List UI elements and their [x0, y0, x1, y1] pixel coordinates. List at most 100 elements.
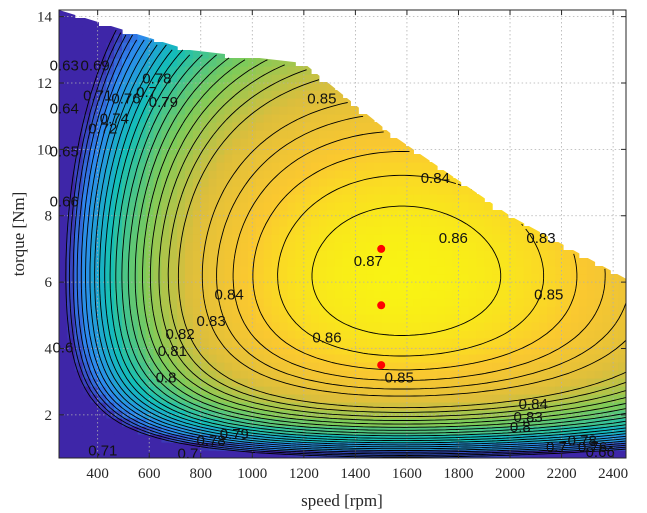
surface-cell — [334, 306, 344, 315]
surface-cell — [429, 394, 438, 403]
surface-cell — [98, 170, 107, 179]
surface-cell — [507, 426, 517, 435]
surface-cell — [452, 202, 462, 211]
surface-cell — [240, 122, 249, 131]
contour-line-0.75 — [142, 59, 626, 425]
surface-cell — [185, 298, 194, 307]
surface-cell — [303, 130, 312, 139]
surface-cell — [334, 138, 344, 147]
surface-cell — [492, 346, 501, 355]
contour-line-0.71 — [115, 54, 626, 437]
surface-cell — [318, 258, 328, 267]
surface-cell — [177, 290, 186, 299]
surface-cell — [129, 362, 139, 371]
surface-cell — [216, 202, 225, 211]
surface-cell — [169, 442, 178, 451]
surface-cell — [586, 394, 596, 403]
surface-cell — [570, 290, 580, 299]
surface-cell — [381, 322, 391, 331]
surface-cell — [200, 362, 210, 371]
surface-cell — [555, 338, 564, 347]
surface-cell — [185, 418, 194, 427]
surface-cell — [82, 378, 92, 387]
surface-cell — [366, 138, 375, 147]
surface-cell — [106, 378, 115, 387]
surface-cell — [397, 266, 407, 275]
surface-cell — [169, 122, 178, 131]
surface-cell — [303, 162, 312, 171]
surface-cell — [500, 218, 509, 227]
surface-cell — [169, 330, 178, 339]
surface-cell — [240, 194, 249, 203]
surface-cell — [169, 42, 178, 51]
surface-cell — [232, 202, 241, 211]
surface-cell — [137, 434, 147, 443]
surface-cell — [90, 122, 99, 131]
surface-cell — [358, 426, 367, 435]
surface-cell — [515, 250, 525, 259]
surface-cell — [98, 210, 107, 219]
surface-cell — [350, 218, 359, 227]
surface-cell — [287, 66, 296, 75]
surface-cell — [200, 138, 210, 147]
surface-cell — [610, 314, 619, 323]
surface-cell — [492, 386, 501, 395]
surface-cell — [98, 114, 107, 123]
surface-cell — [59, 234, 68, 243]
surface-cell — [405, 186, 414, 195]
surface-cell — [216, 98, 225, 107]
surface-cell — [421, 186, 430, 195]
surface-cell — [350, 242, 359, 251]
surface-cell — [389, 338, 399, 347]
surface-cell — [114, 234, 123, 243]
surface-cell — [476, 234, 485, 243]
surface-cell — [161, 386, 170, 395]
surface-cell — [161, 418, 170, 427]
surface-cell — [295, 298, 304, 307]
surface-cell — [326, 178, 336, 187]
surface-cell — [232, 338, 241, 347]
surface-cell — [429, 258, 438, 267]
surface-cell — [255, 210, 265, 219]
surface-cell — [129, 346, 139, 355]
surface-cell — [169, 322, 178, 331]
surface-cell — [271, 194, 281, 203]
surface-cell — [232, 282, 241, 291]
surface-cell — [59, 250, 68, 259]
surface-cell — [232, 234, 241, 243]
surface-cell — [122, 426, 131, 435]
surface-cell — [90, 322, 99, 331]
surface-cell — [311, 338, 320, 347]
surface-cell — [594, 354, 603, 363]
contour-label: 0.8 — [156, 369, 177, 386]
surface-cell — [421, 202, 430, 211]
surface-cell — [460, 410, 470, 419]
surface-cell — [452, 378, 462, 387]
surface-cell — [59, 258, 68, 267]
surface-cell — [413, 218, 422, 227]
surface-cell — [523, 274, 533, 283]
surface-cell — [413, 274, 422, 283]
surface-cell — [381, 250, 391, 259]
surface-cell — [66, 266, 76, 275]
surface-cell — [255, 226, 265, 235]
surface-cell — [145, 50, 155, 59]
surface-cell — [263, 90, 273, 99]
surface-cell — [374, 418, 383, 427]
surface-cell — [240, 426, 249, 435]
surface-cell — [460, 370, 470, 379]
surface-cell — [311, 442, 320, 451]
surface-cell — [311, 194, 320, 203]
surface-cell — [429, 234, 438, 243]
y-tick-label: 12 — [37, 76, 52, 92]
surface-cell — [185, 290, 194, 299]
surface-cell — [484, 298, 493, 307]
surface-cell — [192, 250, 202, 259]
surface-cell — [563, 290, 572, 299]
surface-cell — [295, 274, 304, 283]
surface-cell — [318, 82, 328, 91]
surface-cell — [318, 106, 328, 115]
surface-cell — [389, 386, 399, 395]
surface-cell — [507, 282, 517, 291]
surface-cell — [578, 330, 588, 339]
